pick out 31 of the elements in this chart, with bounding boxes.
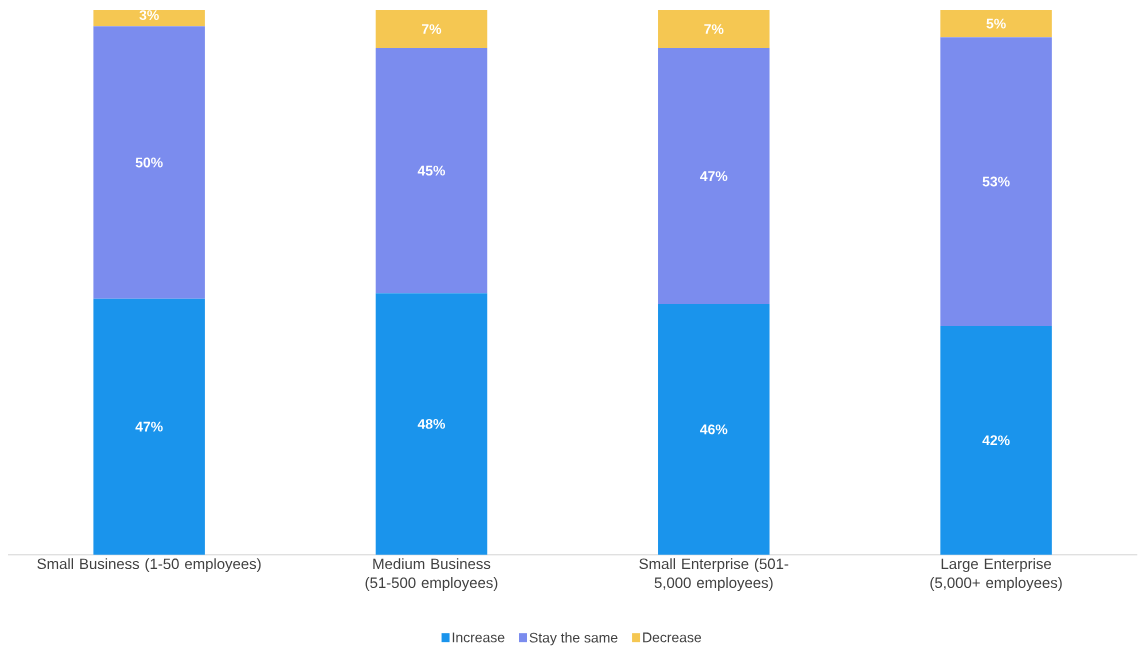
data-label: 7%	[704, 24, 724, 35]
data-label: 47%	[700, 171, 728, 182]
bar	[375, 10, 488, 49]
bar	[93, 10, 205, 27]
bar	[658, 48, 770, 305]
bar	[375, 48, 488, 294]
bar	[375, 293, 488, 555]
bar	[940, 326, 1052, 555]
data-label: 5%	[986, 18, 1006, 29]
data-label: 3%	[139, 10, 159, 21]
data-label: 50%	[135, 157, 163, 168]
data-label: 47%	[135, 421, 163, 432]
bar	[940, 10, 1052, 38]
x-tick-label: Small Enterprise (501-5,000 employees)	[639, 558, 789, 592]
bar	[940, 37, 1052, 327]
x-tick-label: Large Enterprise (5,000+ employees)	[930, 558, 1062, 592]
legend-label: Increase	[452, 632, 505, 643]
data-label: 48%	[417, 419, 446, 430]
data-label: 42%	[982, 435, 1010, 446]
bar	[93, 26, 205, 299]
bar	[658, 304, 770, 555]
data-label: 46%	[700, 424, 728, 435]
x-tick-label: Medium Business (51-500 employees)	[365, 558, 498, 592]
legend-label: Decrease	[643, 632, 702, 643]
bar	[93, 298, 205, 555]
x-tick-label: Small Business (1-50 employees)	[37, 558, 261, 573]
bar	[658, 10, 770, 49]
data-label: 53%	[982, 176, 1010, 187]
legend-label: Stay the same	[529, 632, 618, 646]
data-label: 7%	[421, 24, 442, 35]
data-label: 45%	[417, 165, 446, 176]
